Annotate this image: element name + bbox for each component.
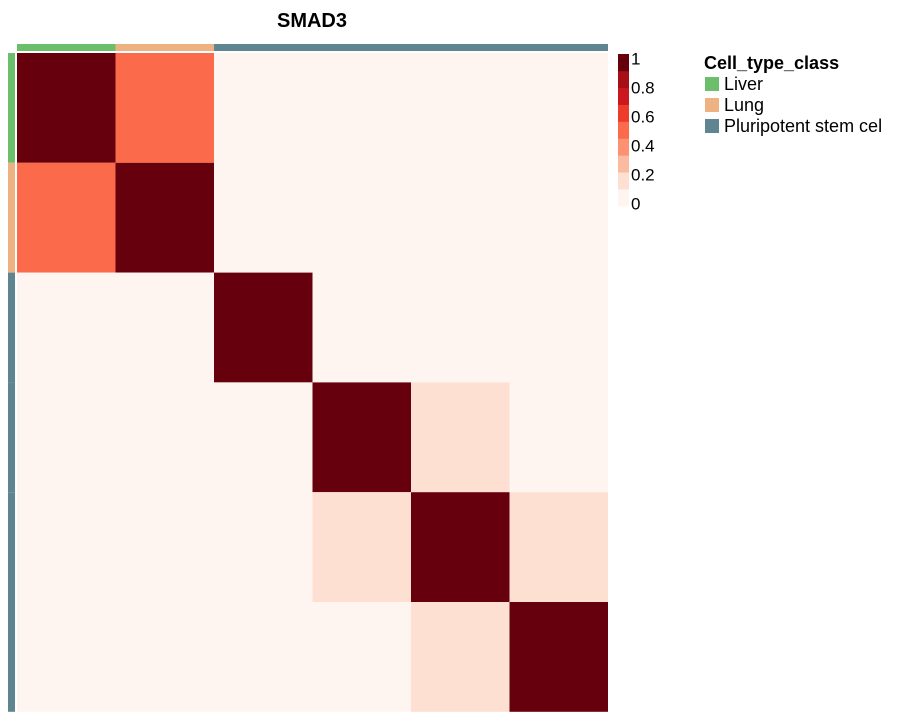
colorbar-segment [618,138,629,156]
chart-title: SMAD3 [277,10,347,32]
heatmap-cell [411,492,510,602]
legend-swatch [705,119,719,133]
colorbar-segment [618,121,629,139]
column-annotation-cell [411,44,510,51]
heatmap-cell [214,382,313,493]
heatmap-cell [17,492,116,602]
legend-swatch [705,77,719,91]
legend-label: Liver [724,74,763,94]
colorbar-segment [618,70,629,89]
heatmap-cell [411,53,510,163]
heatmap-cell [214,272,313,383]
heatmap-cell [411,162,510,273]
heatmap-cell [509,602,608,712]
heatmap-cell [214,492,313,602]
colorbar-segment [618,104,629,122]
column-annotation-cell [509,44,608,51]
heatmap-cell [214,53,313,163]
heatmap-cell [214,162,313,273]
column-annotation-cell [17,44,116,51]
heatmap-cell [312,602,411,712]
column-annotation-cell [115,44,214,51]
heatmap-cell [509,53,608,163]
column-annotation-cell [214,44,313,51]
colorbar-segment [618,189,629,207]
heatmap-cell [17,53,116,163]
legend-label: Lung [724,95,764,115]
heatmap-cell [509,492,608,602]
heatmap-cell [312,162,411,273]
heatmap-cell [312,53,411,163]
legend-label: Pluripotent stem cel [724,116,882,136]
legend-title: Cell_type_class [704,53,839,73]
heatmap-cell [17,272,116,383]
colorbar-tick-label: 0.4 [631,136,655,155]
heatmap-cell [214,602,313,712]
heatmap-cell [115,53,214,163]
heatmap-cell [17,602,116,712]
heatmap-cell [115,382,214,493]
heatmap-cell [312,492,411,602]
heatmap-cell [411,602,510,712]
heatmap-cell [411,272,510,383]
heatmap-cell [115,162,214,273]
colorbar-tick-label: 0.8 [631,78,655,97]
legend-swatch [705,98,719,112]
heatmap-cell [115,272,214,383]
column-annotation-cell [312,44,411,51]
colorbar-segment [618,54,629,72]
colorbar-segment [618,87,629,105]
row-annotation-cell [8,272,15,383]
colorbar-segment [618,172,629,190]
colorbar-tick-label: 0.6 [631,107,655,126]
column-annotation-bar [17,44,608,51]
row-annotation-cell [8,53,15,163]
row-annotation-cell [8,382,15,493]
colorbar-segment [618,155,629,173]
row-annotation-bar [8,53,15,712]
row-annotation-cell [8,492,15,602]
colorbar-tick-label: 1 [631,49,640,68]
heatmap-cell [17,162,116,273]
heatmap-cells [17,53,608,712]
row-annotation-cell [8,602,15,712]
heatmap-cell [509,162,608,273]
heatmap-cell [115,492,214,602]
heatmap-cell [17,382,116,493]
heatmap-cell [115,602,214,712]
heatmap-cell [312,272,411,383]
heatmap-cell [509,272,608,383]
colorbar: 1 0.8 0.6 0.4 0.2 0 [618,49,655,213]
heatmap-cell [411,382,510,493]
colorbar-tick-label: 0.2 [631,165,655,184]
heatmap-cell [312,382,411,493]
colorbar-tick-label: 0 [631,194,640,213]
heatmap-cell [509,382,608,493]
row-annotation-cell [8,162,15,273]
